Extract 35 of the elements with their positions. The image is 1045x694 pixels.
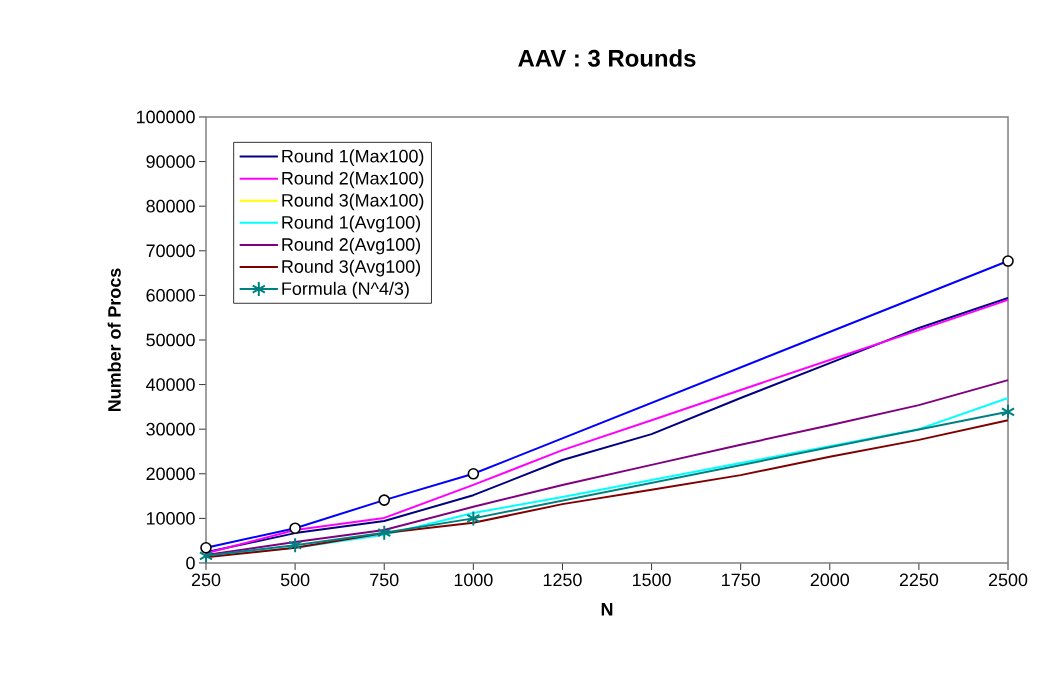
y-tick-label: 70000 bbox=[146, 244, 195, 258]
y-tick-label: 80000 bbox=[146, 199, 195, 213]
legend-label: Round 3(Max100) bbox=[282, 193, 424, 211]
x-axis-title: N bbox=[601, 603, 613, 616]
y-tick-label: 40000 bbox=[146, 378, 195, 391]
y-tick-label: 90000 bbox=[146, 155, 195, 168]
point bbox=[1000, 403, 1016, 420]
x-tick-label: 2000 bbox=[810, 573, 850, 587]
x-tick-label: 750 bbox=[370, 573, 399, 587]
legend-label: Round 1(Avg100) bbox=[282, 215, 421, 233]
legend-label: Formula (N^4/3) bbox=[282, 281, 409, 299]
x-tick-label: 1250 bbox=[543, 573, 582, 587]
x-tick-label: 1500 bbox=[632, 573, 671, 587]
point bbox=[288, 537, 303, 554]
legend-label: Round 2(Max100) bbox=[282, 171, 424, 189]
point bbox=[466, 510, 481, 527]
x-tick-label: 2250 bbox=[899, 573, 939, 587]
y-tick-label: 50000 bbox=[146, 333, 195, 347]
y-tick-label: 30000 bbox=[146, 422, 195, 436]
y-tick-label: 10000 bbox=[146, 512, 195, 525]
y-axis-title: Number of Procs bbox=[107, 268, 121, 412]
legend-label: Round 2(Avg100) bbox=[282, 237, 421, 255]
legend-label: Round 1(Max100) bbox=[282, 149, 424, 167]
x-tick-label: 250 bbox=[191, 573, 221, 587]
legend-label: Round 3(Avg100) bbox=[282, 259, 421, 277]
x-tick-label: 1000 bbox=[454, 573, 493, 587]
x-tick-label: 1750 bbox=[722, 573, 760, 587]
y-tick-label: 20000 bbox=[146, 467, 195, 481]
y-tick-label: 60000 bbox=[146, 289, 195, 302]
x-tick-label: 500 bbox=[280, 573, 310, 587]
y-tick-label: 0 bbox=[186, 556, 195, 570]
x-tick-label: 2500 bbox=[988, 573, 1028, 587]
y-tick-label: 100000 bbox=[137, 110, 195, 124]
point bbox=[377, 524, 392, 541]
chart-title: AAV : 3 Rounds bbox=[518, 49, 696, 67]
